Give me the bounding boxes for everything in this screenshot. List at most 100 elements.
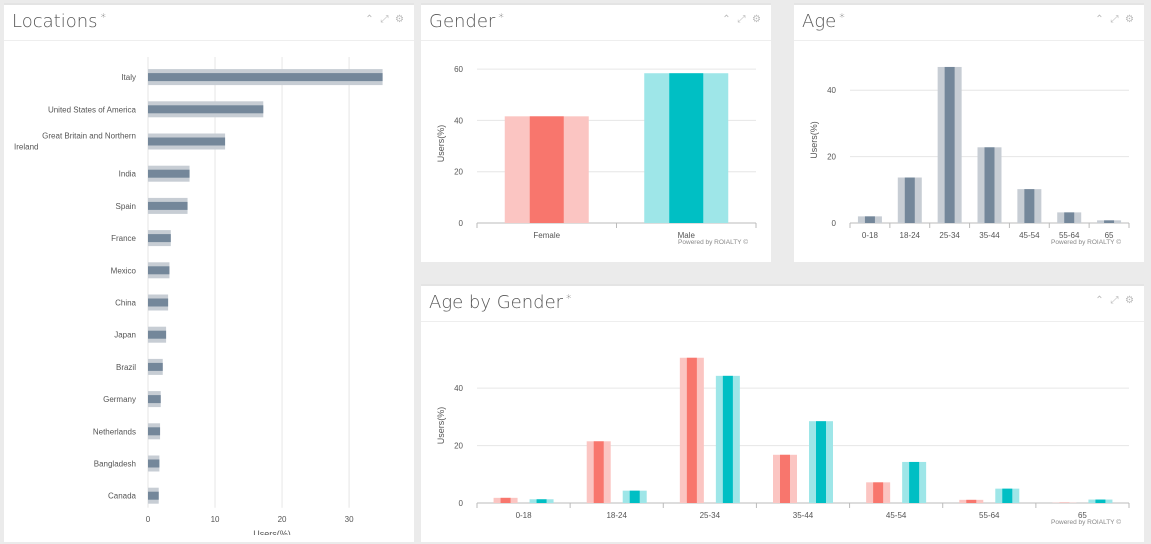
- bar: [909, 461, 920, 503]
- gender-panel: Gender * ⌃ ⤢ ⚙ 0 20 40 60 Users(%) Female Male Pow…: [421, 3, 771, 262]
- y-tick-label: 0: [459, 499, 464, 508]
- x-tick-label: 0: [146, 515, 151, 524]
- y-tick-label: 20: [454, 442, 463, 451]
- expand-icon[interactable]: ⤢: [1110, 295, 1119, 306]
- category-label: 35-44: [793, 511, 814, 520]
- expand-icon[interactable]: ⤢: [1110, 14, 1119, 25]
- panel-title: Age by Gender *: [429, 292, 572, 313]
- x-axis-label: Users(%): [253, 529, 291, 535]
- category-label: Japan: [114, 331, 136, 340]
- y-tick-label: 20: [827, 153, 836, 162]
- bar: [529, 116, 564, 223]
- bar: [780, 454, 790, 503]
- gear-icon[interactable]: ⚙: [395, 14, 404, 25]
- y-axis-label: Users(%): [436, 125, 446, 163]
- chevron-up-icon[interactable]: ⌃: [365, 14, 374, 25]
- bar: [148, 266, 170, 275]
- category-label: 18-24: [606, 511, 627, 520]
- y-tick-label: 60: [454, 65, 463, 74]
- gear-icon[interactable]: ⚙: [752, 14, 761, 25]
- category-label: 55-64: [979, 511, 1000, 520]
- x-tick-label: 20: [278, 515, 287, 524]
- bar: [148, 137, 226, 146]
- locations-chart: 0 10 20 30 Italy United States of America Grea…: [14, 57, 394, 535]
- category-label: 65: [1078, 511, 1087, 520]
- category-label: Brazil: [116, 363, 136, 372]
- category-label: 25-34: [700, 511, 721, 520]
- gear-icon[interactable]: ⚙: [1125, 295, 1134, 306]
- y-tick-label: 0: [459, 219, 464, 228]
- category-label: 45-54: [886, 511, 907, 520]
- chevron-up-icon[interactable]: ⌃: [1095, 295, 1104, 306]
- bar: [1024, 189, 1035, 223]
- bar: [536, 499, 547, 503]
- bar: [1104, 220, 1115, 223]
- bar: [148, 105, 264, 114]
- y-axis-label: Users(%): [436, 407, 446, 445]
- bar: [148, 169, 190, 178]
- bar: [984, 147, 995, 223]
- panel-title: Gender *: [429, 11, 504, 32]
- bar: [816, 421, 826, 503]
- category-label: 18-24: [900, 231, 921, 240]
- bar: [148, 491, 159, 500]
- category-label: France: [111, 234, 136, 243]
- category-label: Male: [678, 231, 696, 240]
- category-label: 65: [1105, 231, 1114, 240]
- age-panel: Age * ⌃ ⤢ ⚙ 0 20 40 Users(%) 0-18 18-24 25-34 35-4…: [794, 3, 1144, 262]
- expand-icon[interactable]: ⤢: [737, 14, 746, 25]
- gear-icon[interactable]: ⚙: [1125, 14, 1134, 25]
- bar: [629, 490, 640, 503]
- bar: [148, 362, 163, 371]
- category-label: 0-18: [516, 511, 533, 520]
- category-label: 45-54: [1019, 231, 1040, 240]
- category-label: Bangladesh: [94, 460, 136, 469]
- category-label: Ireland: [14, 143, 38, 152]
- bar: [669, 73, 704, 223]
- bar: [148, 234, 171, 243]
- category-label: Italy: [121, 73, 136, 82]
- bar: [873, 482, 884, 503]
- category-label: 55-64: [1059, 231, 1080, 240]
- x-tick-label: 10: [211, 515, 220, 524]
- bar: [1064, 212, 1075, 223]
- powered-by-label: Powered by ROIALTY ©: [324, 534, 394, 535]
- expand-icon[interactable]: ⤢: [380, 14, 389, 25]
- bar: [148, 395, 161, 404]
- bar: [966, 499, 977, 503]
- y-tick-label: 20: [454, 168, 463, 177]
- bar: [593, 441, 604, 503]
- category-label: China: [115, 299, 136, 308]
- bar: [148, 330, 167, 339]
- bar: [686, 357, 697, 503]
- category-label: 35-44: [979, 231, 1000, 240]
- bar: [148, 73, 383, 82]
- bar: [944, 66, 955, 224]
- bar: [500, 497, 511, 503]
- category-label: Netherlands: [93, 427, 136, 436]
- bar: [1095, 499, 1106, 503]
- chevron-up-icon[interactable]: ⌃: [722, 14, 731, 25]
- age-gender-chart: 0 20 40 Users(%) 0-18 18-24 25-34 35-44 45-54 55-…: [436, 357, 1130, 526]
- y-tick-label: 40: [454, 384, 463, 393]
- bar: [148, 459, 160, 468]
- bar: [864, 216, 875, 223]
- chevron-up-icon[interactable]: ⌃: [1095, 14, 1104, 25]
- bar: [148, 201, 188, 210]
- panel-title: Locations *: [12, 11, 107, 32]
- category-label: India: [119, 170, 137, 179]
- bar: [148, 298, 169, 307]
- category-label: Canada: [108, 492, 137, 501]
- powered-by-label: Powered by ROIALTY ©: [1051, 518, 1121, 526]
- bar: [904, 177, 915, 223]
- category-label: 25-34: [939, 231, 960, 240]
- category-label: Germany: [103, 395, 136, 404]
- x-tick-label: 30: [345, 515, 354, 524]
- category-label: 0-18: [862, 231, 879, 240]
- bar: [148, 427, 161, 436]
- y-tick-label: 0: [832, 219, 837, 228]
- y-tick-label: 40: [454, 116, 463, 125]
- bar: [722, 375, 733, 503]
- powered-by-label: Powered by ROIALTY ©: [678, 238, 748, 246]
